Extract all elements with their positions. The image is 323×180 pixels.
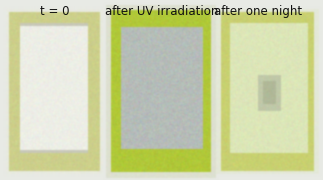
Text: after UV irradiation: after UV irradiation (105, 5, 218, 18)
Text: t = 0: t = 0 (40, 5, 70, 18)
Text: after one night: after one night (214, 5, 302, 18)
